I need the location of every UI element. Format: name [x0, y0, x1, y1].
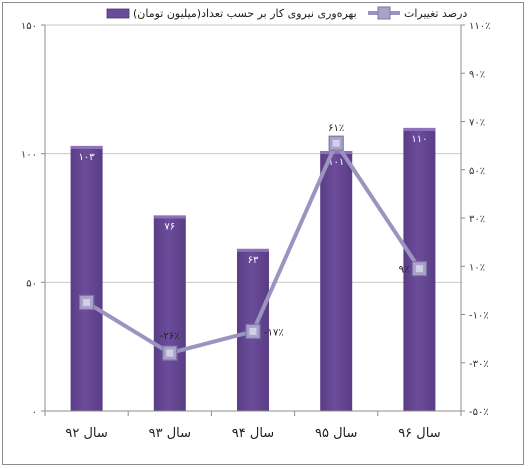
x-axis-labels: سال ۹۲ سال ۹۳ سال ۹۴ سال ۹۵ سال ۹۶	[65, 426, 440, 441]
y-left-tick-label: ۱۵۰	[21, 21, 37, 32]
bar-value-labels: ۱۰۳ ۷۶ ۶۳ ۱۰۱ ۱۱۰	[79, 134, 428, 266]
bar-top-highlight	[237, 248, 269, 252]
x-tick-label: سال ۹۵	[315, 426, 357, 441]
legend-line-marker	[377, 6, 391, 20]
y-right-tick-label: ۵۰٪	[469, 166, 485, 177]
line-point-label: ۹٪	[399, 265, 410, 276]
y-right-tick-label: -۵۰٪	[469, 407, 489, 418]
line-marker-core	[249, 327, 257, 335]
line-marker-core	[83, 298, 91, 306]
line-point-labels: -۲۶٪ -۱۷٪ ۶۱٪ ۹٪	[160, 123, 409, 342]
x-tick-label: سال ۹۴	[232, 426, 274, 441]
y-left-tick-label: ۰	[32, 407, 37, 418]
y-left-tick-label: ۵۰	[26, 278, 37, 289]
y-right-tick-label: ۳۰٪	[469, 214, 485, 225]
bar	[70, 145, 103, 412]
x-tick-label: سال ۹۶	[398, 426, 440, 441]
line-marker-core	[332, 139, 340, 147]
line-point-label: ۶۱٪	[328, 123, 344, 134]
combo-chart: ۱۰۳ ۷۶ ۶۳ ۱۰۱ ۱۱۰ -۲۶٪ -۱۷٪ ۶۱٪ ۹٪ ۰ ۵۰ ۱۰۰ ۱۵۰ -۵…	[21, 6, 490, 441]
bar-value-label: ۱۰۱	[328, 157, 344, 168]
line-marker-core	[415, 265, 423, 273]
bar-top-highlight	[153, 215, 186, 219]
bar-value-label: ۶۳	[248, 255, 259, 266]
y-right-tick-label: ۱۱۰٪	[469, 21, 490, 32]
x-tick-label: سال ۹۳	[149, 426, 191, 441]
y-right-tick-label: -۳۰٪	[469, 359, 489, 370]
axes	[41, 24, 465, 416]
y-right-tick-label: -۱۰٪	[469, 311, 489, 322]
legend-bar-swatch	[106, 8, 130, 19]
y-axis-right-labels: -۵۰٪ -۳۰٪ -۱۰٪ ۱۰٪ ۳۰٪ ۵۰٪ ۷۰٪ ۹۰٪ ۱۱۰٪	[469, 21, 490, 418]
bar	[320, 151, 353, 412]
gridlines	[45, 24, 461, 283]
chart-frame: ۱۰۳ ۷۶ ۶۳ ۱۰۱ ۱۱۰ -۲۶٪ -۱۷٪ ۶۱٪ ۹٪ ۰ ۵۰ ۱۰۰ ۱۵۰ -۵…	[2, 2, 524, 465]
bar-top-highlight	[403, 127, 436, 131]
bar-value-label: ۱۱۰	[411, 134, 427, 145]
y-right-tick-label: ۷۰٪	[469, 118, 485, 129]
y-axis-left-labels: ۰ ۵۰ ۱۰۰ ۱۵۰	[21, 21, 37, 418]
legend-bar-label: بهره‌وری نیروی کار بر حسب تعداد(میلیون ت…	[133, 7, 357, 20]
line-point-label: -۱۷٪	[264, 327, 284, 338]
legend-line-label: درصد تغییرات	[404, 7, 467, 20]
y-left-tick-label: ۱۰۰	[21, 150, 37, 161]
y-right-tick-label: ۹۰٪	[469, 69, 485, 80]
legend: بهره‌وری نیروی کار بر حسب تعداد(میلیون ت…	[106, 6, 467, 20]
bar-top-highlight	[70, 145, 103, 149]
line-marker-core	[166, 349, 174, 357]
bar	[153, 215, 186, 411]
y-right-tick-label: ۱۰٪	[469, 262, 485, 273]
bar-series	[70, 127, 436, 412]
bar-top-highlight	[320, 151, 353, 155]
line-point-label: -۲۶٪	[160, 331, 180, 342]
x-tick-label: سال ۹۲	[65, 426, 107, 441]
bar-value-label: ۱۰۳	[79, 152, 96, 163]
line-series	[78, 135, 427, 361]
bar-value-label: ۷۶	[164, 221, 175, 232]
